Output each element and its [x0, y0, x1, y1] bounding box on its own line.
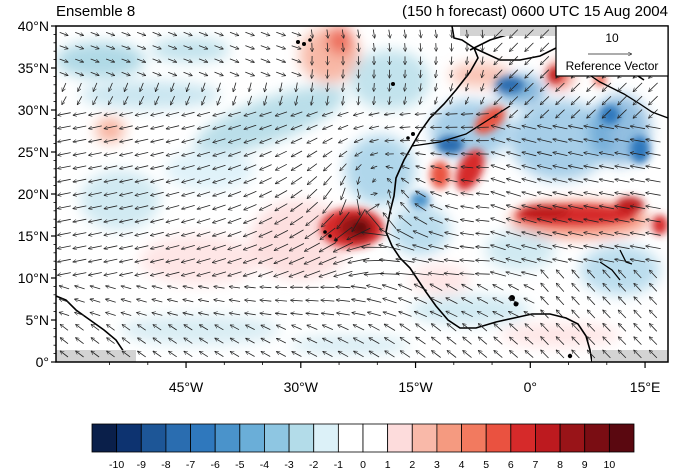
lat-tick-label: 35°N: [18, 60, 49, 76]
colorbar-label: -7: [186, 459, 195, 471]
colorbar-label: -4: [260, 459, 269, 471]
lon-tick-label: 15°E: [630, 379, 661, 395]
colorbar-box: [437, 424, 462, 452]
lon-tick-label: 30°W: [284, 379, 319, 395]
lat-axis: 0° 5°N 10°N 15°N 20°N 25°N 30°N 35°N 40°N: [18, 18, 56, 370]
lon-axis: 45°W 30°W 15°W 0° 15°E: [110, 362, 661, 395]
lon-tick-label: 15°W: [398, 379, 433, 395]
colorbar-box: [166, 424, 191, 452]
colorbar-label: -6: [211, 459, 220, 471]
colorbar-label: 1: [385, 459, 391, 471]
colorbar-box: [585, 424, 610, 452]
colorbar-label: -9: [137, 459, 146, 471]
wind-vector: [430, 140, 441, 141]
colorbar-box: [314, 424, 339, 452]
colorbar-label: 8: [557, 459, 563, 471]
lon-tick-label: 0°: [524, 379, 537, 395]
colorbar-label: 0: [360, 459, 366, 471]
lon-tick-label: 45°W: [169, 379, 204, 395]
lat-tick-label: 40°N: [18, 18, 49, 34]
colorbar-box: [264, 424, 289, 452]
wind-vector: [415, 140, 426, 141]
colorbar-box: [535, 424, 560, 452]
colorbar-box: [486, 424, 511, 452]
reference-vector-box: 10 Reference Vector: [556, 26, 668, 76]
colorbar-box: [240, 424, 265, 452]
wind-vector: [475, 274, 490, 275]
colorbar-box: [338, 424, 363, 452]
colorbar-label: 5: [483, 459, 489, 471]
lat-tick-label: 15°N: [18, 228, 49, 244]
colorbar-box: [191, 424, 216, 452]
colorbar-box: [388, 424, 413, 452]
lat-tick-label: 25°N: [18, 144, 49, 160]
colorbar-label: 9: [582, 459, 588, 471]
colorbar-label: 10: [604, 459, 616, 471]
colorbar-box: [363, 424, 388, 452]
lat-tick-label: 0°: [36, 354, 49, 370]
colorbar-label: 6: [508, 459, 514, 471]
reference-vector-value: 10: [605, 31, 619, 45]
colorbar-box: [511, 424, 536, 452]
colorbar-box: [92, 424, 117, 452]
colorbar-label: -8: [161, 459, 170, 471]
lat-tick-label: 30°N: [18, 102, 49, 118]
colorbar-label: -2: [309, 459, 318, 471]
colorbar-label: -10: [109, 459, 124, 471]
colorbar-box: [609, 424, 634, 452]
colorbar-label: 4: [459, 459, 465, 471]
reference-vector-label: Reference Vector: [566, 59, 659, 73]
colorbar-label: 3: [434, 459, 440, 471]
colorbar-box: [117, 424, 142, 452]
colorbar-label: 7: [533, 459, 539, 471]
colorbar-label: -3: [284, 459, 293, 471]
colorbar-box: [141, 424, 166, 452]
colorbar-box: [215, 424, 240, 452]
colorbar-box: [560, 424, 585, 452]
title-left: Ensemble 8: [56, 3, 135, 20]
colorbar-box: [412, 424, 437, 452]
colorbar-label: 2: [409, 459, 415, 471]
lat-tick-label: 10°N: [18, 270, 49, 286]
colorbar-box: [462, 424, 487, 452]
lat-tick-label: 20°N: [18, 186, 49, 202]
colorbar-label: -5: [235, 459, 244, 471]
lat-tick-label: 5°N: [26, 312, 50, 328]
title-right: (150 h forecast) 0600 UTC 15 Aug 2004: [402, 3, 668, 20]
colorbar-label: -1: [334, 459, 343, 471]
colorbar-box: [289, 424, 314, 452]
